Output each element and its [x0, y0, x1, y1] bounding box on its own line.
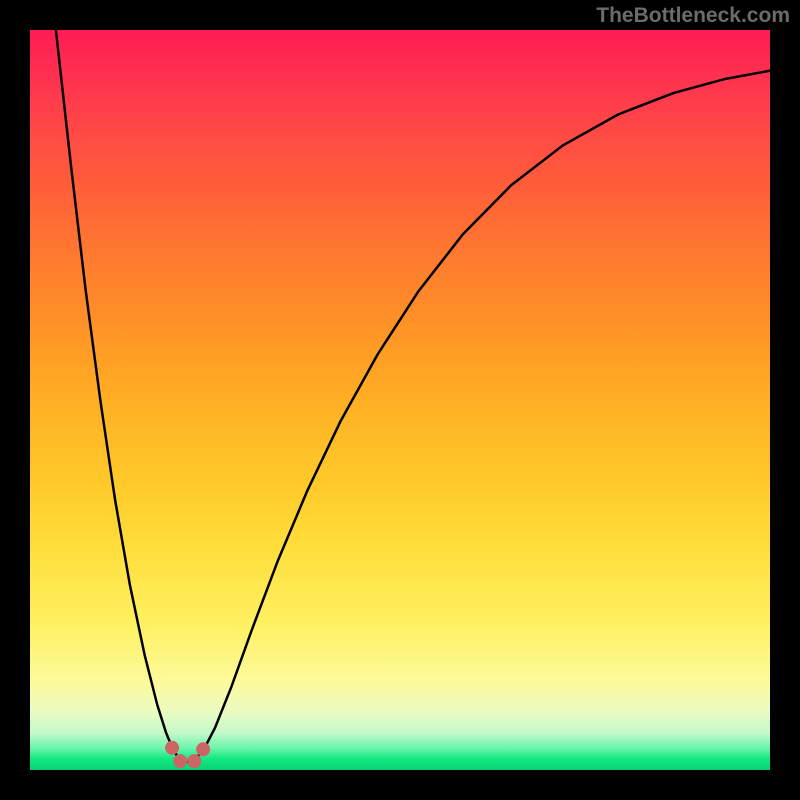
marker-dot [173, 754, 187, 768]
marker-dot [165, 741, 179, 755]
chart-frame: TheBottleneck.com [0, 0, 800, 800]
watermark-text: TheBottleneck.com [596, 4, 790, 28]
curve-layer [30, 30, 770, 770]
plot-area [30, 30, 770, 770]
minimum-markers [165, 741, 210, 768]
v-curve [56, 30, 770, 762]
marker-dot [196, 742, 210, 756]
marker-dot [187, 754, 201, 768]
